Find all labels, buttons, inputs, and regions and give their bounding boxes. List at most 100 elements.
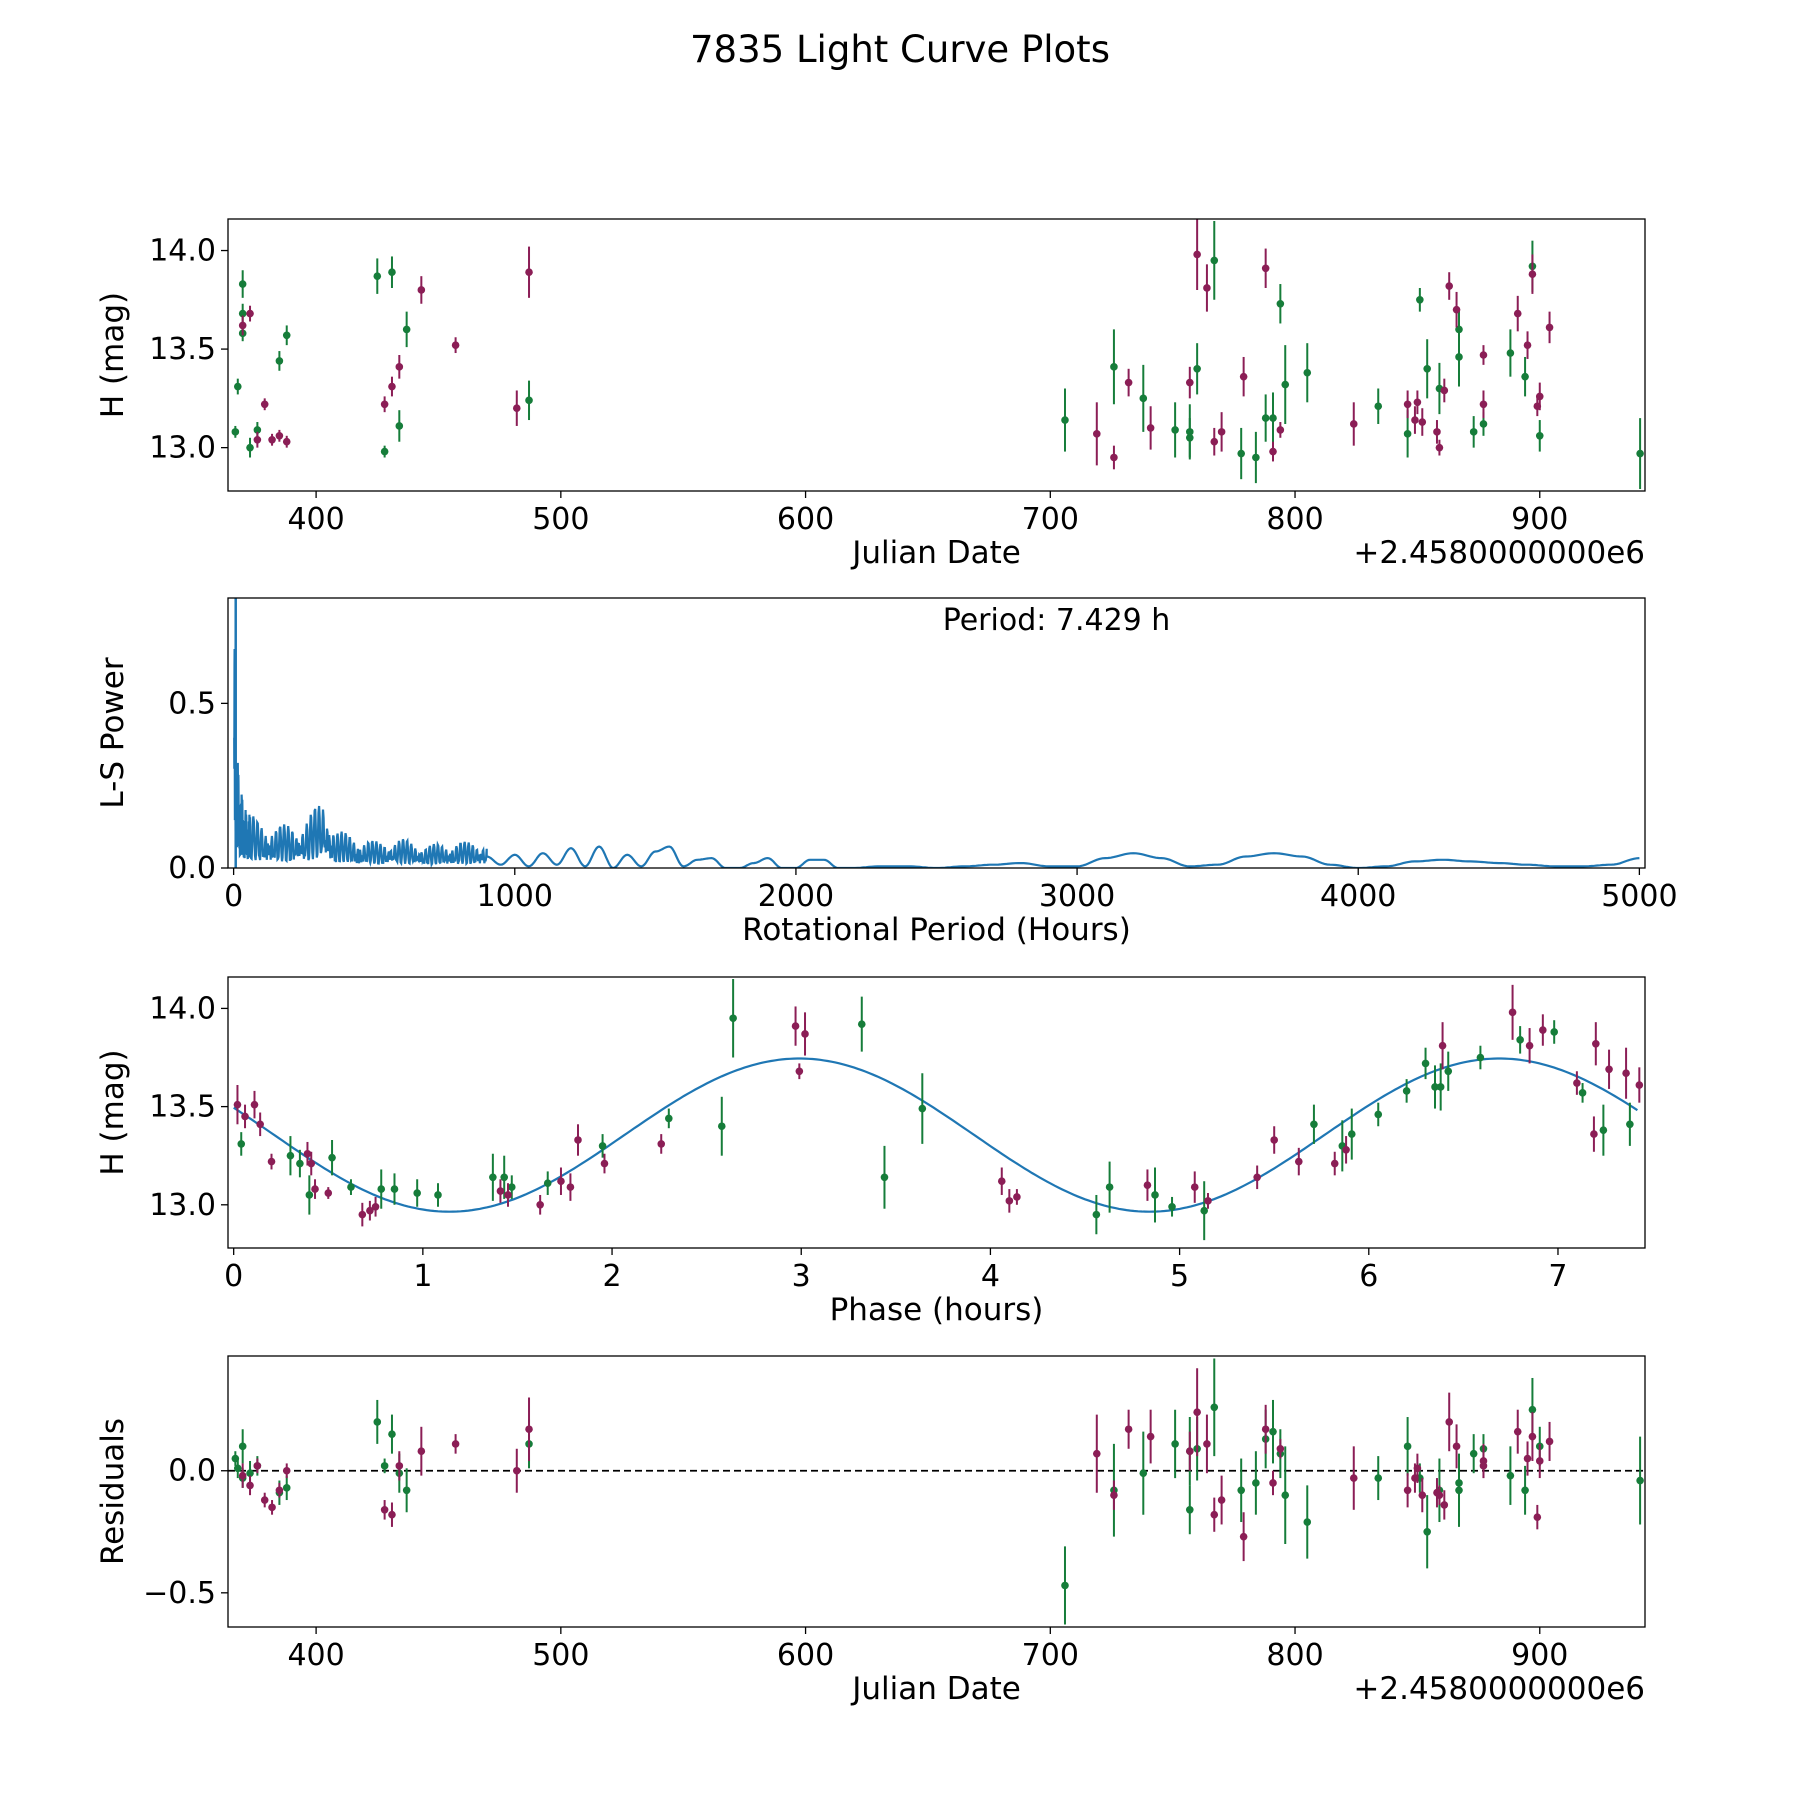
data-point: [795, 1063, 804, 1080]
data-point: [1402, 1079, 1411, 1103]
data-marker: [1435, 1491, 1444, 1499]
data-point: [417, 276, 426, 304]
data-point: [1523, 1441, 1532, 1476]
data-marker: [1444, 1067, 1453, 1076]
data-marker: [1508, 1008, 1517, 1017]
data-point: [1528, 254, 1537, 294]
data-point: [1185, 1485, 1194, 1535]
x-offset-label: +2.4580000000e6: [1353, 535, 1645, 571]
data-marker: [1416, 296, 1424, 304]
data-point: [238, 1463, 247, 1488]
chart-panel-1: 400 500 600 700 800 900 13.0 13.5 14.0 Julian Dat…: [95, 218, 1646, 571]
data-marker: [1573, 1079, 1581, 1087]
data-point: [1252, 1451, 1260, 1515]
x-axis-label: Rotational Period (Hours): [742, 912, 1131, 948]
data-point: [1347, 1108, 1356, 1160]
data-marker: [395, 422, 404, 430]
data-point: [1521, 356, 1529, 397]
data-marker: [307, 1159, 316, 1168]
data-point: [717, 1096, 726, 1156]
data-point: [1433, 420, 1441, 444]
data-marker: [791, 1022, 800, 1030]
x-axis-label: Julian Date: [850, 1671, 1021, 1707]
data-marker: [1403, 400, 1412, 409]
data-marker: [1203, 1440, 1211, 1448]
x-tick-label: 3000: [1039, 879, 1115, 914]
data-point: [525, 246, 533, 298]
data-point: [1539, 1014, 1547, 1046]
data-marker: [1092, 430, 1101, 438]
data-point: [1513, 1409, 1522, 1454]
data-point: [1403, 390, 1412, 419]
data-point: [1261, 1404, 1270, 1454]
data-point: [801, 1012, 809, 1056]
data-point: [1110, 445, 1118, 470]
data-point: [250, 1090, 259, 1119]
x-tick-label: 0: [224, 879, 243, 914]
data-point: [256, 1112, 264, 1137]
data-point: [1217, 412, 1226, 452]
data-marker: [1185, 1506, 1194, 1514]
data-point: [1146, 406, 1155, 450]
data-marker: [380, 400, 389, 409]
data-marker: [1193, 364, 1201, 373]
data-point: [1171, 1409, 1179, 1479]
data-point: [1374, 1456, 1383, 1501]
data-marker: [395, 1462, 404, 1470]
data-point: [1210, 220, 1219, 300]
data-point: [402, 311, 411, 348]
data-point: [303, 1141, 312, 1166]
data-point: [791, 1006, 800, 1046]
data-marker: [1374, 1474, 1383, 1482]
data-point: [267, 1153, 276, 1170]
data-point: [1436, 1063, 1445, 1111]
data-marker: [512, 1466, 521, 1475]
x-tick-label: 400: [287, 1638, 344, 1673]
data-marker: [1092, 1449, 1101, 1458]
data-point: [1217, 1475, 1226, 1525]
data-point: [1479, 1453, 1488, 1479]
data-marker: [1622, 1069, 1630, 1078]
data-point: [328, 1139, 336, 1176]
data-point: [1521, 1465, 1529, 1515]
data-marker: [253, 435, 262, 444]
data-point: [1431, 1065, 1439, 1109]
data-marker: [268, 435, 276, 444]
data-marker: [1281, 380, 1290, 389]
data-marker: [801, 1030, 809, 1038]
data-point: [1276, 284, 1285, 324]
data-point: [1193, 1368, 1201, 1457]
data-marker: [1210, 256, 1219, 265]
data-marker: [1506, 1471, 1515, 1480]
data-marker: [305, 1191, 314, 1199]
data-marker: [1151, 1191, 1159, 1199]
data-marker: [1528, 270, 1537, 278]
data-point: [1171, 402, 1179, 458]
data-marker: [1438, 1041, 1447, 1050]
y-tick-label: 0.0: [168, 851, 216, 886]
data-marker: [380, 1506, 389, 1514]
data-marker: [275, 1486, 284, 1495]
data-point: [566, 1173, 575, 1201]
y-tick-label: 13.5: [149, 332, 216, 367]
data-point: [1626, 1102, 1634, 1146]
data-point: [1061, 1546, 1069, 1625]
data-point: [600, 1153, 609, 1174]
data-point: [1303, 343, 1312, 403]
data-marker: [1506, 349, 1515, 357]
data-point: [1203, 1414, 1211, 1474]
data-marker: [1276, 426, 1285, 434]
data-point: [1330, 1151, 1339, 1176]
data-marker: [1237, 449, 1245, 458]
data-point: [377, 1169, 386, 1209]
data-point: [1061, 388, 1069, 452]
data-point: [380, 1500, 389, 1520]
data-marker: [1403, 430, 1412, 438]
data-marker: [1269, 1427, 1277, 1436]
data-marker: [574, 1136, 582, 1144]
plot-area: [228, 1358, 1645, 1625]
data-marker: [282, 1484, 291, 1492]
data-marker: [260, 1496, 269, 1504]
data-marker: [1528, 1405, 1537, 1414]
